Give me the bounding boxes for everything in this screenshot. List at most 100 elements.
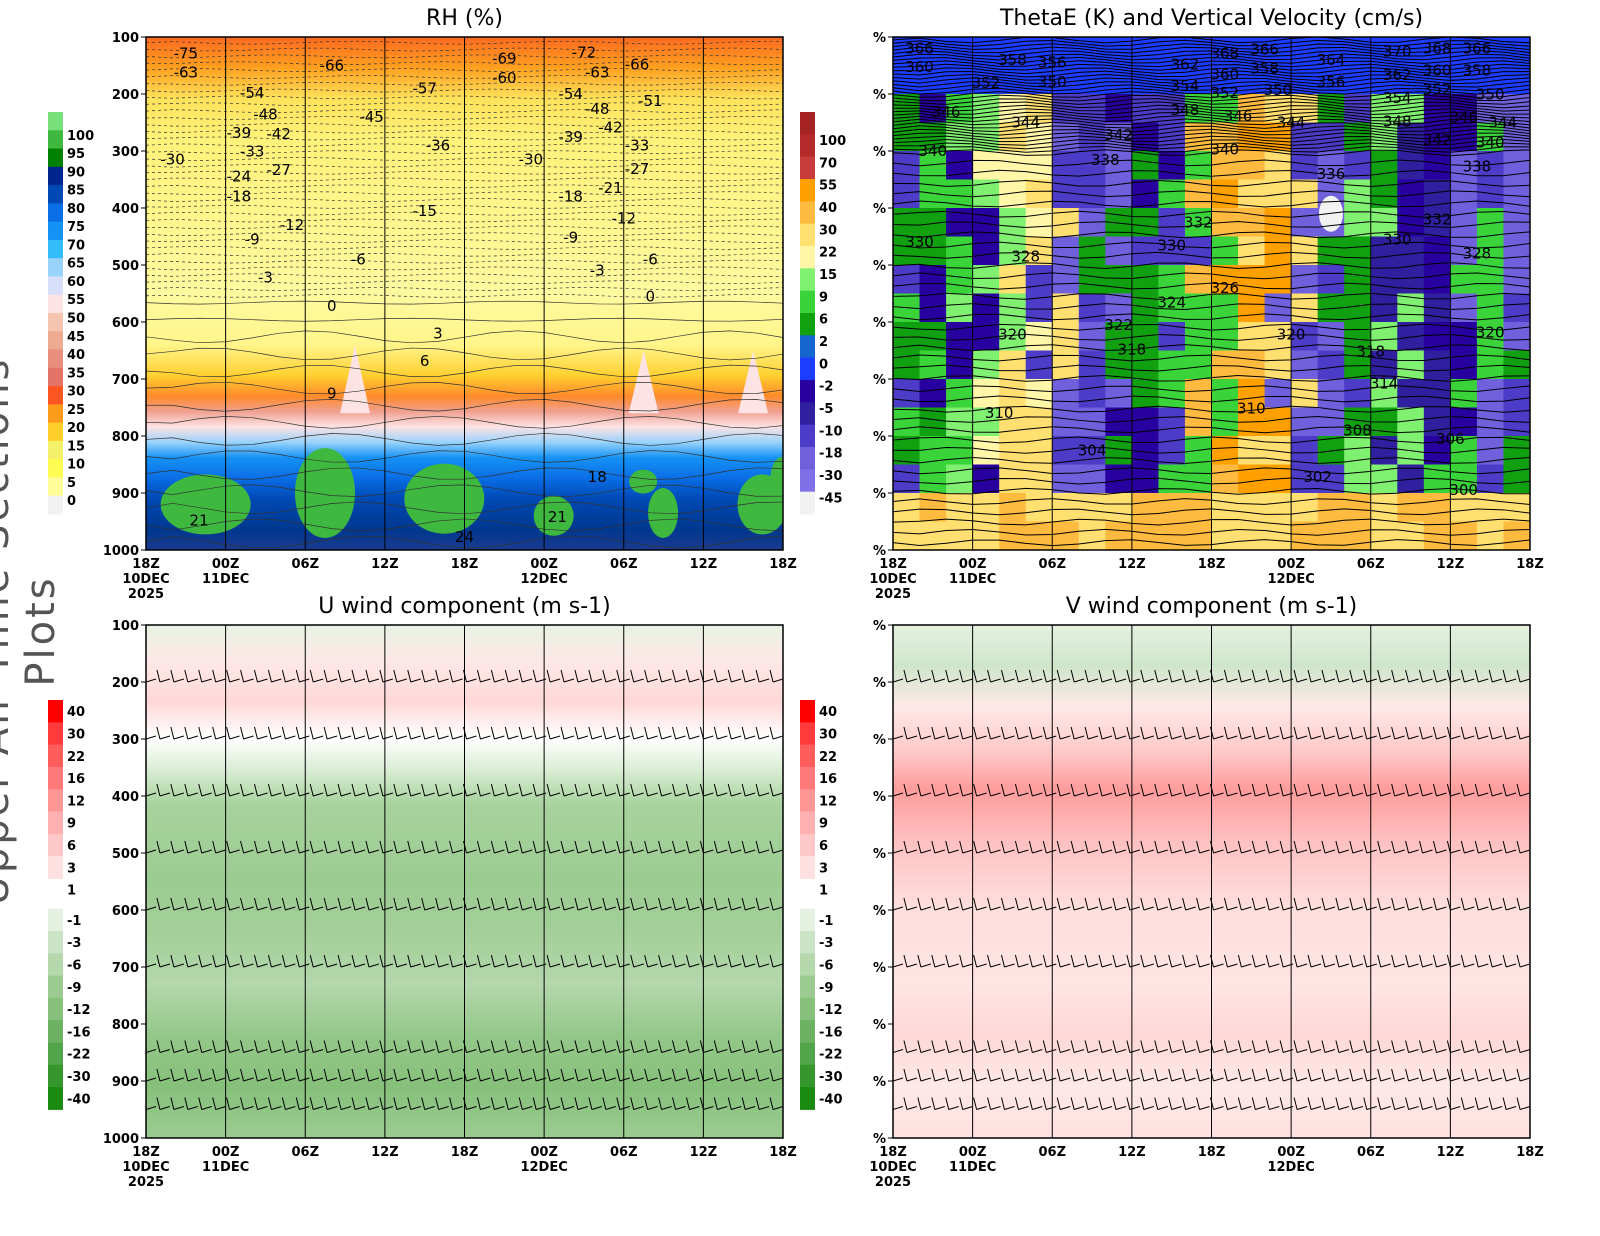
wind-barb	[184, 954, 198, 968]
contour-label: -9	[245, 230, 260, 248]
field-cell	[1238, 322, 1266, 352]
contour-label: 366	[905, 40, 934, 58]
colorbar-swatch	[800, 833, 815, 857]
x-date-label: 11DEC	[202, 572, 249, 587]
y-tick-label: 900	[112, 1075, 139, 1090]
wind-barb	[351, 1068, 366, 1082]
y-tick-label: 900	[112, 487, 139, 502]
x-date-label: 11DEC	[202, 1160, 249, 1175]
colorbar-swatch	[800, 722, 815, 746]
wind-barb	[365, 1068, 380, 1082]
wind-barb	[1237, 840, 1252, 854]
wind-barb	[1028, 840, 1043, 854]
colorbar-label: -30	[67, 1070, 91, 1085]
wind-barb	[1405, 897, 1419, 911]
field-cell	[1052, 265, 1080, 295]
wind-barb	[1028, 954, 1043, 968]
field-cell	[1264, 350, 1293, 380]
wind-barb	[987, 840, 1001, 854]
wind-barb	[1112, 897, 1127, 911]
wind-barb	[295, 669, 310, 683]
contour-label: 332	[1423, 210, 1452, 228]
wind-barb	[309, 954, 324, 968]
wind-barb	[256, 625, 260, 626]
wind-barb	[1335, 1097, 1350, 1110]
colorbar-label: 55	[819, 179, 837, 194]
field-cell	[893, 379, 921, 409]
colorbar-swatch	[48, 495, 63, 515]
field-cell	[1344, 265, 1372, 295]
colorbar-swatch	[800, 201, 815, 225]
wind-barb	[713, 954, 728, 968]
colorbar-label: 12	[819, 794, 837, 809]
wind-barb	[1196, 1097, 1210, 1110]
field-cell	[1131, 350, 1160, 380]
field-cell	[1291, 379, 1319, 409]
wind-barb	[755, 897, 770, 911]
wind-barb	[917, 669, 932, 683]
wind-barb	[1460, 726, 1475, 740]
wind-barb	[1251, 897, 1266, 911]
wind-barb	[574, 954, 589, 968]
wind-barb	[365, 1040, 380, 1053]
wind-barb	[253, 783, 268, 797]
wind-barb	[1070, 726, 1085, 740]
contour-label: -63	[174, 63, 199, 81]
wind-barb	[1042, 897, 1057, 911]
wind-barb	[156, 669, 171, 683]
wind-barb	[226, 783, 240, 797]
colorbar-label: 20	[67, 421, 85, 436]
wind-barb	[1168, 783, 1182, 797]
wind-barb	[1265, 726, 1280, 740]
wind-barb	[407, 1097, 421, 1110]
wind-barb	[1363, 1097, 1377, 1110]
wind-barb	[893, 1049, 904, 1053]
wind-barb	[1084, 726, 1099, 740]
wind-barb	[931, 726, 945, 740]
colorbar-swatch	[48, 908, 63, 932]
field-cell	[1370, 236, 1399, 266]
wind-barb	[1140, 1097, 1154, 1110]
field-cell	[1078, 379, 1107, 409]
wind-barb	[588, 783, 603, 797]
wind-barb	[1460, 1097, 1475, 1110]
wind-barb	[226, 897, 240, 911]
colorbar-label: 70	[67, 238, 85, 253]
wind-barb	[945, 1040, 959, 1053]
contour-label: -15	[412, 202, 437, 220]
wind-barb	[619, 625, 622, 626]
wind-barb	[1391, 669, 1405, 683]
wind-barb	[351, 783, 366, 797]
wind-barb	[769, 954, 783, 968]
rh-dry-spike	[340, 344, 371, 414]
wind-barb	[917, 897, 932, 911]
wind-barb	[1223, 1097, 1238, 1110]
x-date-label: 10DEC	[122, 1160, 169, 1175]
contour-label: 336	[1317, 165, 1346, 183]
wind-barb	[156, 1068, 171, 1082]
colorbar-label: 100	[819, 134, 846, 149]
wind-barb	[323, 726, 338, 740]
field-cell	[1158, 379, 1186, 409]
field-cell	[999, 151, 1027, 181]
wind-barb	[1154, 1068, 1168, 1082]
wind-barb	[1405, 954, 1419, 968]
wind-barb	[476, 1068, 491, 1082]
wind-barb	[184, 1040, 198, 1053]
contour-label: 344	[1488, 114, 1517, 132]
wind-barb	[1405, 1068, 1419, 1082]
colorbar-label: -30	[819, 469, 843, 484]
colorbar-swatch	[48, 203, 63, 223]
field-cell	[893, 464, 921, 494]
x-tick-label: 06Z	[1038, 1145, 1066, 1160]
wind-barb	[602, 1097, 616, 1110]
wind-barb	[755, 840, 770, 854]
wind-barb	[1432, 1068, 1447, 1082]
wind-barb	[1112, 954, 1127, 968]
wind-barb	[1377, 954, 1391, 968]
wind-barb	[1070, 783, 1085, 797]
colorbar-swatch	[800, 179, 815, 202]
y-tick-label: %	[873, 961, 886, 976]
wind-barb	[1042, 669, 1057, 683]
wind-barb	[1098, 669, 1113, 683]
